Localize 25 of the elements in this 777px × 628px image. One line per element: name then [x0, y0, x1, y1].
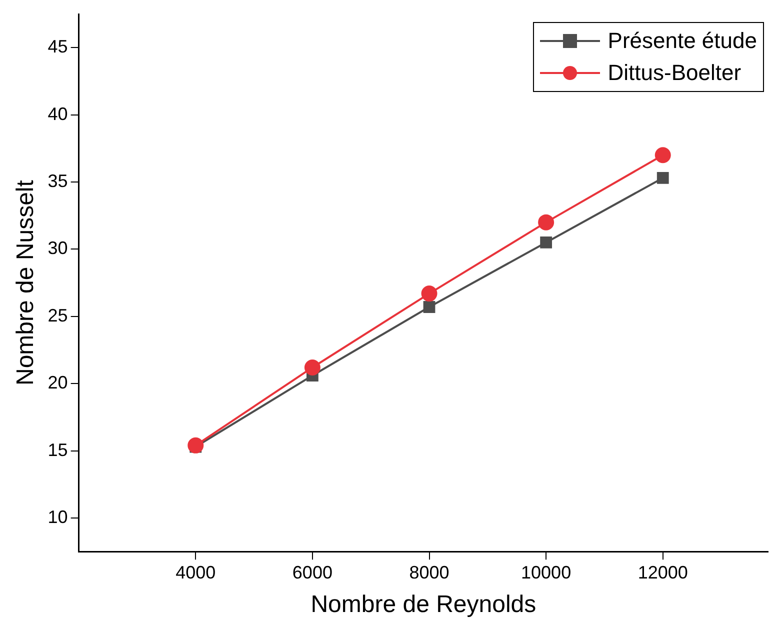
point	[656, 172, 669, 184]
point	[423, 301, 436, 313]
y-tick-label: 40	[48, 104, 68, 124]
y-tick-label: 10	[48, 506, 68, 527]
x-tick-label: 6000	[292, 562, 332, 582]
y-tick-label: 25	[48, 305, 68, 326]
x-tick-label: 8000	[409, 562, 450, 582]
point	[540, 236, 552, 248]
point	[188, 437, 204, 454]
y-tick-label: 45	[48, 36, 68, 57]
point	[421, 286, 438, 302]
point	[538, 214, 554, 230]
y-tick-label: 30	[48, 238, 68, 258]
y-tick-label: 15	[48, 440, 68, 460]
x-tick-label: 12000	[638, 562, 688, 582]
x-tick-label: 4000	[176, 562, 216, 582]
y-axis-title: Nombre de Nusselt	[12, 180, 40, 386]
point	[304, 359, 320, 376]
x-axis-title: Nombre de Reynolds	[310, 591, 536, 618]
legend-label: Dittus-Boelter	[608, 59, 742, 87]
x-tick-label: 10000	[521, 562, 572, 582]
y-tick-label: 20	[48, 372, 68, 393]
y-tick-label: 35	[48, 170, 68, 191]
point	[654, 147, 671, 164]
legend-label: Présente étude	[608, 27, 757, 55]
